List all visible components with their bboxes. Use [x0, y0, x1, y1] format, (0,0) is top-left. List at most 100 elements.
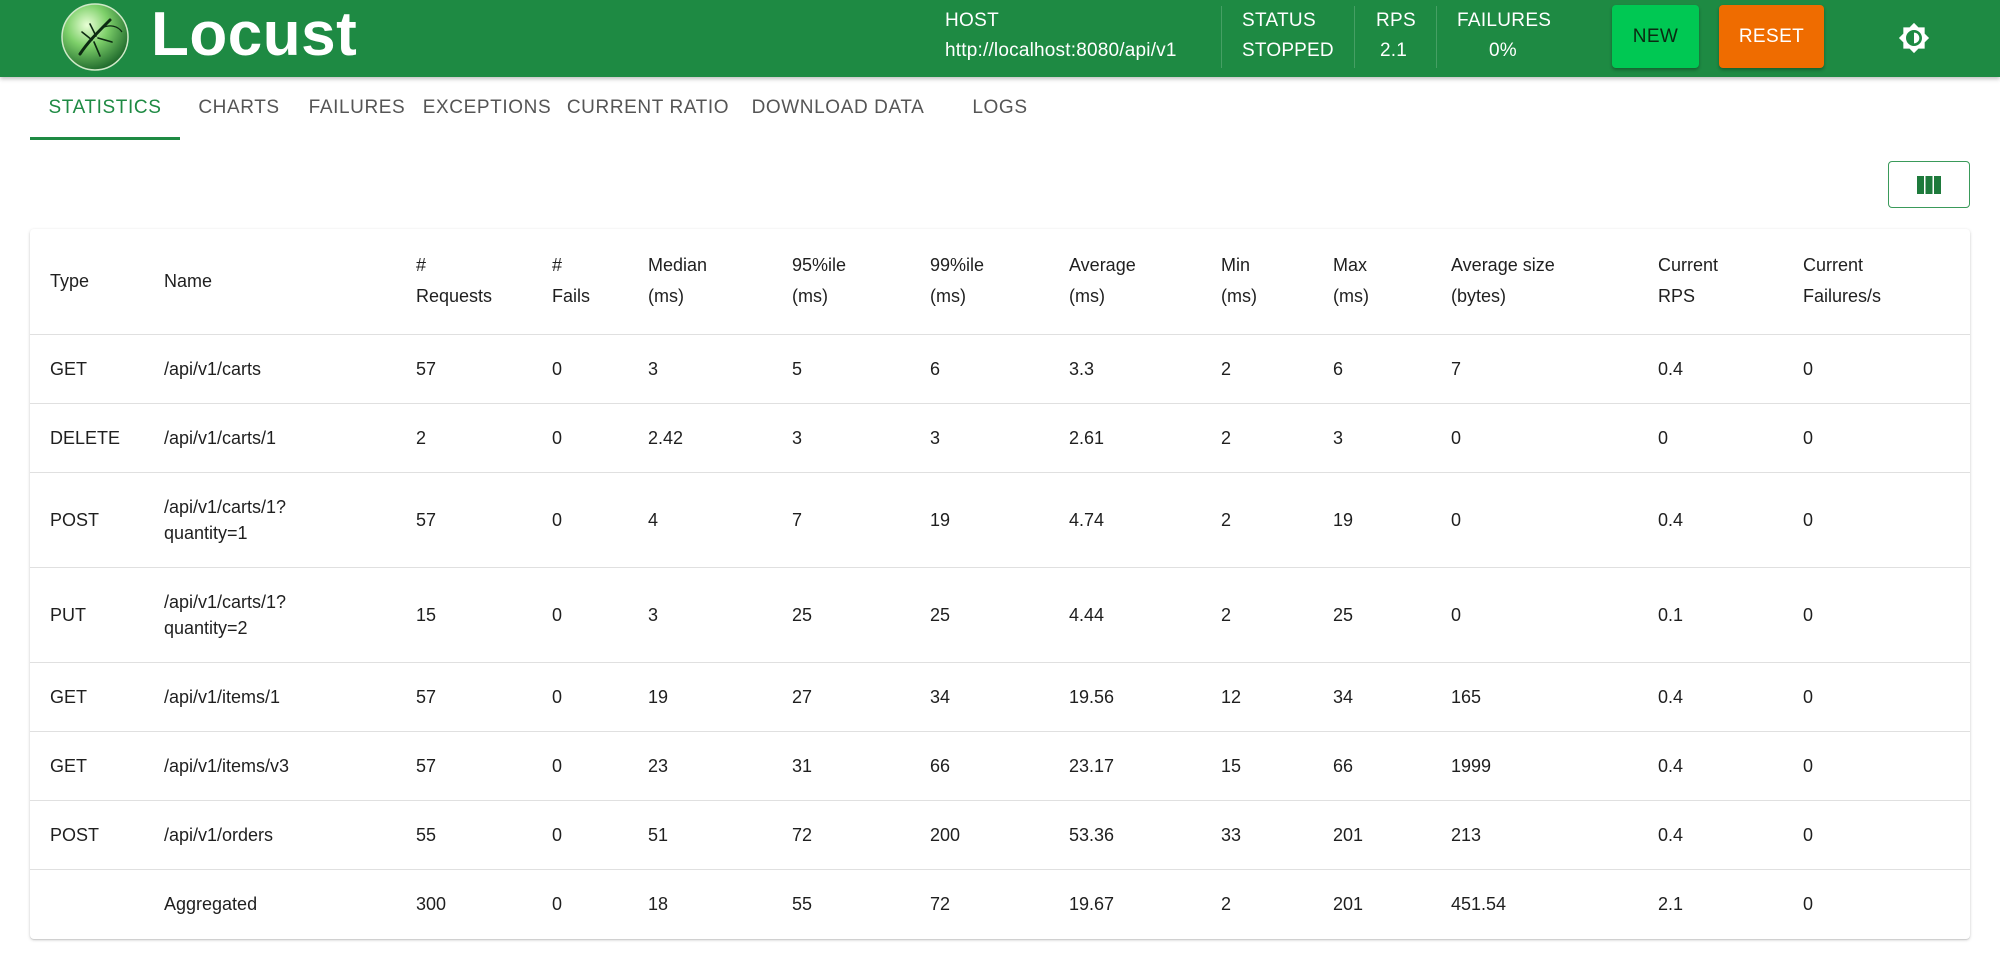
- host-value: http://localhost:8080/api/v1: [945, 40, 1177, 61]
- table-row: POST/api/v1/carts/1? quantity=1 57 0 4 7 19 4.7…: [30, 472, 1970, 568]
- cell-p99: 3: [910, 403, 1049, 473]
- column-header-type[interactable]: Type: [30, 229, 144, 335]
- column-header-avg-size[interactable]: Average size (bytes): [1431, 229, 1638, 335]
- cell-p95: 3: [772, 403, 910, 473]
- cell-avg-size: 0: [1431, 567, 1638, 663]
- reset-button[interactable]: RESET: [1719, 5, 1824, 68]
- cell-p99: 25: [910, 567, 1049, 663]
- tab-logs[interactable]: LOGS: [972, 97, 1028, 118]
- host-label: HOST: [945, 10, 999, 31]
- column-header-text: (ms): [1221, 286, 1257, 307]
- header-divider: [1354, 6, 1355, 68]
- tab-failures[interactable]: FAILURES: [308, 97, 406, 118]
- table-row: POST/api/v1/orders 55 0 51 72 200 53.36 33 201 21…: [30, 800, 1970, 870]
- cell-p95: 7: [772, 472, 910, 568]
- cell-average: 23.17: [1049, 731, 1201, 801]
- columns-toggle-button[interactable]: [1888, 161, 1970, 208]
- cell-average: 4.44: [1049, 567, 1201, 663]
- cell-current-rps: 2.1: [1658, 893, 1684, 914]
- cell-requests: 2: [396, 403, 532, 473]
- cell-current-failures: 0: [1783, 472, 1970, 568]
- column-header-median[interactable]: Median (ms): [628, 229, 772, 335]
- cell-max: 201: [1333, 893, 1364, 914]
- app-header: Locust HOST http://localhost:8080/api/v1…: [0, 0, 2000, 77]
- cell-type: PUT: [30, 567, 144, 663]
- table-header-row: Type Name # Requests # Fails Median (ms) 95%ile (…: [30, 229, 1970, 335]
- cell-avg-size: 165: [1431, 662, 1638, 732]
- cell-text-line: /api/v1/carts/1?: [164, 591, 287, 612]
- active-tab-indicator: [30, 137, 180, 140]
- cell-type: GET: [30, 731, 144, 801]
- cell-type: DELETE: [30, 403, 144, 473]
- column-header-fails[interactable]: # Fails: [532, 229, 628, 335]
- cell-fails: 0: [532, 731, 628, 801]
- column-header-max[interactable]: Max (ms): [1313, 229, 1431, 335]
- cell-text-line: quantity=1: [164, 522, 248, 543]
- cell-average: 3.3: [1049, 334, 1201, 404]
- column-header-text: Median: [648, 255, 708, 276]
- cell-max: 3: [1313, 403, 1431, 473]
- cell-fails: 0: [532, 800, 628, 870]
- cell-name: /api/v1/carts/1? quantity=2: [144, 567, 396, 663]
- cell-average: 19.56: [1049, 662, 1201, 732]
- column-header-current-rps[interactable]: Current RPS: [1638, 229, 1783, 335]
- cell-p99: 200: [910, 800, 1049, 870]
- cell-max: 6: [1313, 334, 1431, 404]
- column-header-min[interactable]: Min (ms): [1201, 229, 1313, 335]
- cell-type: GET: [30, 334, 144, 404]
- tab-exceptions[interactable]: EXCEPTIONS: [422, 97, 552, 118]
- cell-fails: 0: [532, 334, 628, 404]
- column-header-text: Max: [1333, 255, 1368, 276]
- cell-type: [30, 869, 144, 938]
- cell-max: 19: [1313, 472, 1431, 568]
- cell-average: 19.67: [1069, 893, 1115, 914]
- statistics-table-card: Type Name # Requests # Fails Median (ms) 95%ile (…: [30, 229, 1970, 939]
- table-row: PUT/api/v1/carts/1? quantity=2 15 0 3 25 25 4.4…: [30, 567, 1970, 663]
- cell-fails: 0: [532, 662, 628, 732]
- table-row: GET/api/v1/items/1 57 0 19 27 34 19.56 12 34 165 0…: [30, 662, 1970, 732]
- tab-statistics[interactable]: STATISTICS: [48, 97, 162, 118]
- tab-current-ratio[interactable]: CURRENT RATIO: [566, 97, 730, 118]
- view-columns-icon: [1917, 175, 1941, 194]
- cell-average: 4.74: [1049, 472, 1201, 568]
- column-header-text: (ms): [930, 286, 966, 307]
- rps-label: RPS: [1376, 10, 1416, 31]
- cell-current-failures: 0: [1783, 731, 1970, 801]
- cell-average: 2.61: [1049, 403, 1201, 473]
- column-header-text: Requests: [416, 286, 493, 307]
- cell-min: 2: [1201, 472, 1313, 568]
- column-header-text: Name: [164, 270, 213, 291]
- theme-toggle-button[interactable]: [1892, 16, 1936, 60]
- cell-avg-size: 7: [1431, 334, 1638, 404]
- column-header-text: Failures/s: [1803, 286, 1882, 307]
- cell-avg-size: 451.54: [1451, 893, 1507, 914]
- table-row: GET/api/v1/carts 57 0 3 5 6 3.3 2 6 7 0.4 0: [30, 334, 1970, 404]
- column-header-text: RPS: [1658, 286, 1696, 307]
- tab-download-data[interactable]: DOWNLOAD DATA: [751, 97, 925, 118]
- header-divider: [1436, 6, 1437, 68]
- cell-name: /api/v1/carts: [144, 334, 396, 404]
- column-header-name[interactable]: Name: [144, 229, 396, 335]
- cell-requests: 55: [396, 800, 532, 870]
- cell-requests: 300: [416, 893, 447, 914]
- cell-min: 2: [1201, 403, 1313, 473]
- cell-avg-size: 0: [1431, 472, 1638, 568]
- cell-median: 3: [628, 567, 772, 663]
- column-header-current-failures[interactable]: Current Failures/s: [1783, 229, 1970, 335]
- cell-min: 2: [1201, 334, 1313, 404]
- cell-max: 34: [1313, 662, 1431, 732]
- cell-type: GET: [30, 662, 144, 732]
- column-header-p99[interactable]: 99%ile (ms): [910, 229, 1049, 335]
- cell-requests: 57: [396, 334, 532, 404]
- table-row: GET/api/v1/items/v3 57 0 23 31 66 23.17 15 66 199…: [30, 731, 1970, 801]
- column-header-p95[interactable]: 95%ile (ms): [772, 229, 910, 335]
- cell-text-line: /api/v1/carts/1?: [164, 496, 287, 517]
- column-header-text: Average size: [1451, 255, 1555, 276]
- tab-charts[interactable]: CHARTS: [198, 97, 280, 118]
- cell-p99: 72: [930, 893, 951, 914]
- column-header-average[interactable]: Average (ms): [1049, 229, 1201, 335]
- new-test-button[interactable]: NEW: [1612, 5, 1699, 68]
- app-title: Locust: [151, 0, 358, 69]
- column-header-requests[interactable]: # Requests: [396, 229, 532, 335]
- column-header-text: Fails: [552, 286, 591, 307]
